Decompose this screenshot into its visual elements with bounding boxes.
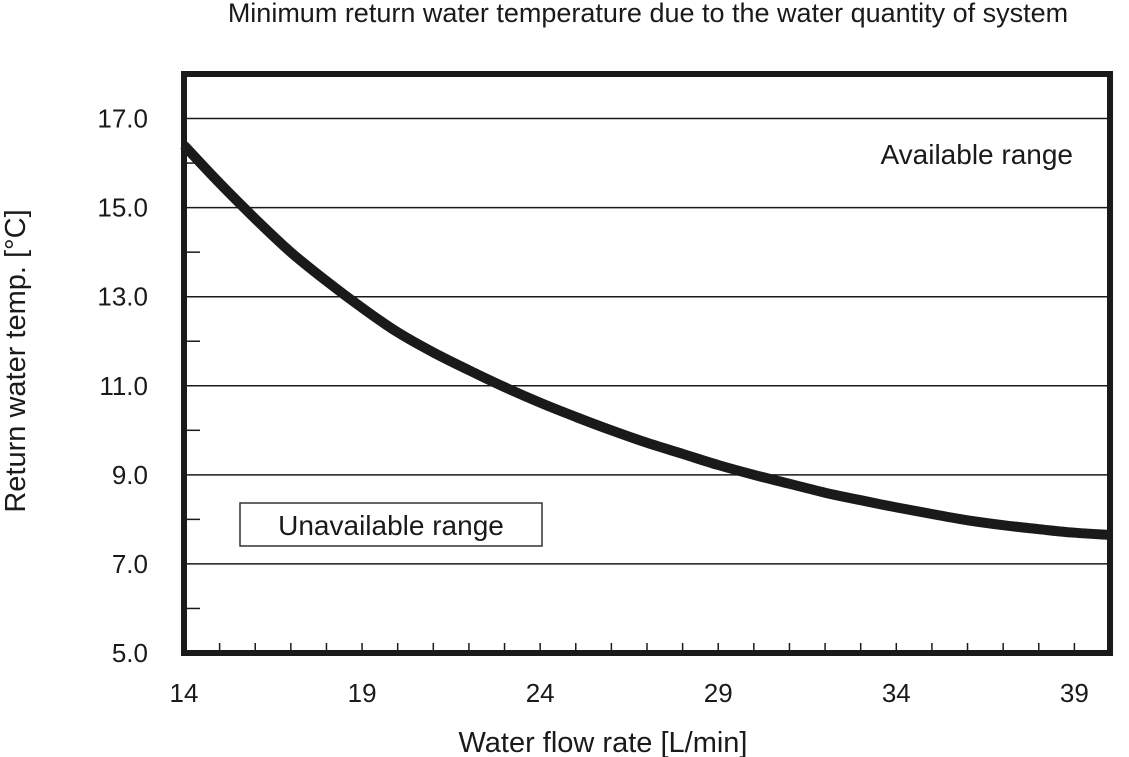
unavailable-range-label: Unavailable range <box>278 510 504 541</box>
grid <box>184 117 1110 565</box>
x-axis-title: Water flow rate [L/min] <box>458 727 747 757</box>
minor-ticks <box>184 162 1076 653</box>
series-layer <box>180 141 1111 540</box>
chart-title: Minimum return water temperature due to … <box>228 0 1068 28</box>
y-tick-label: 7.0 <box>112 549 148 579</box>
x-tick-label: 19 <box>348 678 377 708</box>
y-tick-label: 5.0 <box>112 638 148 668</box>
x-tick-label: 29 <box>704 678 733 708</box>
plot-frame <box>181 71 1113 656</box>
x-tick-label: 39 <box>1060 678 1089 708</box>
y-tick-label: 17.0 <box>97 104 148 134</box>
y-tick-label: 9.0 <box>112 460 148 490</box>
unavailable-range-box: Unavailable range <box>239 502 543 547</box>
x-tick-label: 34 <box>882 678 911 708</box>
y-tick-label: 11.0 <box>99 371 148 401</box>
x-tick-label: 24 <box>526 678 555 708</box>
x-tick-labels: 14 19 24 29 34 39 <box>170 678 1089 708</box>
y-tick-labels: 5.0 7.0 9.0 11.0 13.0 15.0 17.0 <box>97 104 148 668</box>
x-tick-label: 14 <box>170 678 199 708</box>
available-range-label: Available range <box>880 139 1073 170</box>
y-tick-label: 13.0 <box>97 282 148 312</box>
y-tick-label: 15.0 <box>97 193 148 223</box>
series-line <box>180 141 1111 540</box>
y-axis-title: Return water temp. [°C] <box>0 209 32 512</box>
